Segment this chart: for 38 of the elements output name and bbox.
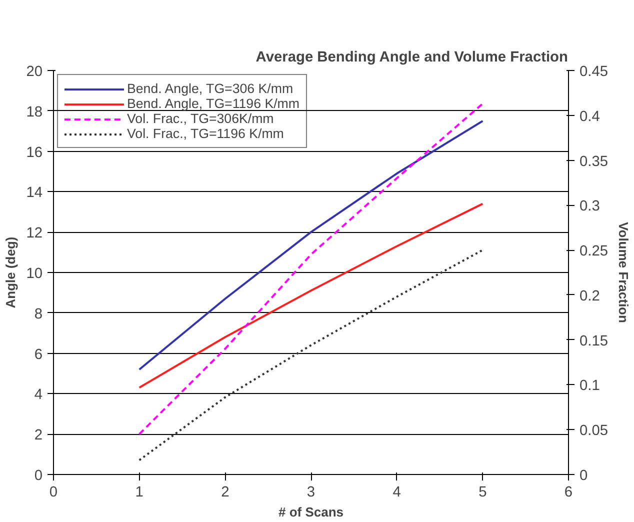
- y2-tick-label: 0.15: [580, 333, 608, 350]
- x-tick-label: 5: [478, 484, 487, 500]
- y2-tick-label: 0.35: [580, 154, 608, 170]
- line-series: [138, 202, 484, 389]
- x-tick-label: 3: [306, 484, 316, 500]
- y-tick-label: 6: [34, 346, 43, 363]
- y2-tick-label: 0.3: [580, 198, 600, 215]
- y-axis-title: Angle (deg): [3, 236, 18, 308]
- y-tick-label: 16: [26, 144, 43, 161]
- x-tick-label: 6: [564, 484, 573, 500]
- y2-tick-label: 0.2: [580, 288, 600, 304]
- y2-tick-label: 0.4: [580, 108, 600, 125]
- y-tick-label: 14: [26, 185, 43, 202]
- y-tick-label: 10: [26, 266, 43, 282]
- line-series: [138, 249, 484, 462]
- y-tick-label: 2: [34, 428, 43, 444]
- y-tick-label: 20: [26, 64, 43, 80]
- y2-axis-title: Volume Fraction: [616, 222, 632, 323]
- x-axis-title: # of Scans: [278, 504, 344, 520]
- x-tick-label: 1: [135, 484, 144, 500]
- x-tick-label: 4: [392, 484, 401, 500]
- y2-tick-label: 0.45: [580, 64, 608, 80]
- y-tick-label: 0: [34, 468, 43, 484]
- y-tick-label: 12: [26, 226, 43, 242]
- y2-tick-label: 0: [580, 468, 588, 484]
- y-tick-label: 8: [34, 306, 43, 322]
- legend-label: Vol. Frac., TG=306K/mm: [127, 111, 274, 126]
- x-tick-label: 2: [221, 484, 230, 500]
- chart-title: Average Bending Angle and Volume Fraction: [256, 50, 568, 66]
- y2-tick-label: 0.1: [580, 378, 600, 394]
- x-tick-label: 0: [49, 484, 58, 500]
- y2-tick-label: 0.25: [580, 244, 608, 260]
- y-tick-label: 18: [26, 104, 43, 120]
- y2-tick-label: 0.05: [580, 423, 608, 440]
- legend-label: Vol. Frac., TG=1196 K/mm: [127, 126, 284, 141]
- legend-label: Bend. Angle, TG=306 K/mm: [127, 81, 294, 96]
- y-tick-label: 4: [34, 387, 43, 404]
- legend-label: Bend. Angle, TG=1196 K/mm: [127, 96, 300, 111]
